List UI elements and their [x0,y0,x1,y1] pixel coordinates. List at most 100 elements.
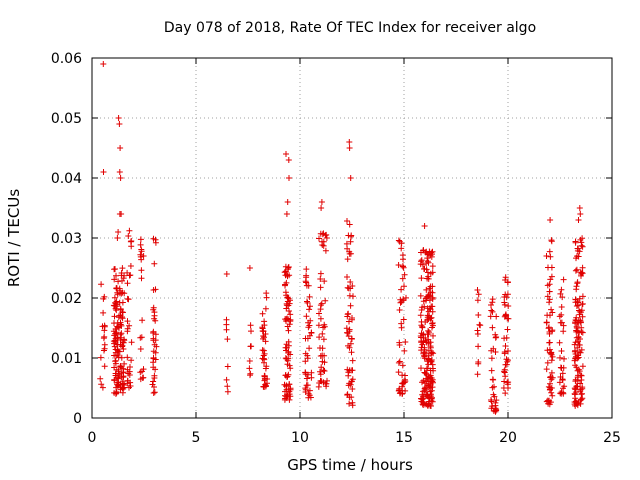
data-point [475,291,482,298]
data-point [425,331,432,337]
data-point [345,342,351,349]
data-point [306,306,313,313]
data-point [493,334,500,340]
data-point [345,232,352,239]
data-point [492,402,499,409]
data-point [283,302,290,309]
data-point [139,375,146,381]
data-point [575,334,582,341]
data-point [488,367,495,374]
data-point [152,236,159,243]
data-point [419,341,426,348]
data-point [118,330,125,337]
data-point [304,298,310,305]
data-point [121,382,128,388]
data-point [505,303,512,309]
data-point [97,354,104,361]
data-point [347,285,354,292]
data-point [577,211,584,217]
data-point [99,384,106,391]
data-point [501,369,508,376]
data-point [420,338,427,345]
data-point [577,349,584,356]
data-point [151,375,158,381]
data-point [558,286,565,293]
data-point [126,227,133,234]
x-tick-label: 0 [88,430,97,446]
data-point [287,365,294,372]
data-point [428,387,435,394]
data-point [112,305,119,312]
data-point [283,211,290,217]
data-point [259,347,266,354]
data-point [124,354,131,361]
data-point [324,377,330,384]
data-point [97,375,104,382]
data-point [346,318,352,325]
data-point [504,279,511,286]
data-point [548,357,555,364]
data-point [504,291,511,298]
data-point [349,386,356,392]
data-point [115,368,122,375]
data-point [573,314,580,321]
data-point [284,323,291,330]
data-point [346,221,353,228]
data-point [287,318,294,325]
data-point [285,327,292,334]
data-point [112,266,118,272]
data-point [577,388,584,395]
data-point [138,267,145,274]
y-tick-label: 0.06 [51,51,82,67]
data-point [119,265,126,272]
data-point [427,344,434,351]
data-point [571,385,578,392]
data-point [575,217,582,223]
data-point [579,313,586,320]
data-point [548,369,555,376]
data-point [348,336,355,342]
data-point [317,371,324,378]
data-point [308,330,315,336]
data-point [316,310,322,317]
data-point [263,363,270,370]
data-point [547,217,554,223]
data-point [323,231,330,238]
data-point [152,286,159,293]
data-point [561,355,567,362]
data-point [421,223,428,229]
data-point [317,315,324,322]
data-point [137,251,144,258]
data-point [347,302,354,309]
data-point [579,243,586,250]
data-point [282,281,289,288]
data-point [318,378,325,385]
data-point [428,349,435,356]
data-point [424,255,431,262]
data-point [116,169,123,175]
data-point [303,272,310,279]
data-point [151,389,158,396]
data-point [140,253,147,259]
data-point [488,347,495,354]
data-point [303,313,310,320]
data-point [321,278,328,285]
data-point [116,285,123,292]
data-point [247,322,254,329]
data-point [137,241,144,248]
data-point [246,265,253,271]
data-point [100,335,107,342]
data-point [286,381,293,388]
data-point [262,376,268,383]
data-point [348,349,355,356]
data-point [395,369,402,376]
data-point [263,290,270,297]
data-point [574,344,581,351]
data-point [543,319,550,326]
data-point [319,330,326,337]
data-point [544,312,551,319]
data-point [98,281,105,288]
data-point [285,157,292,163]
data-point [287,311,294,318]
data-point [261,359,267,366]
